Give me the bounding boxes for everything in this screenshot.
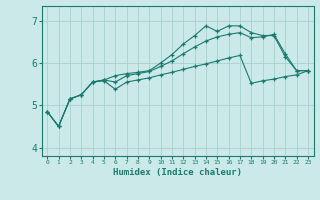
X-axis label: Humidex (Indice chaleur): Humidex (Indice chaleur)	[113, 168, 242, 177]
